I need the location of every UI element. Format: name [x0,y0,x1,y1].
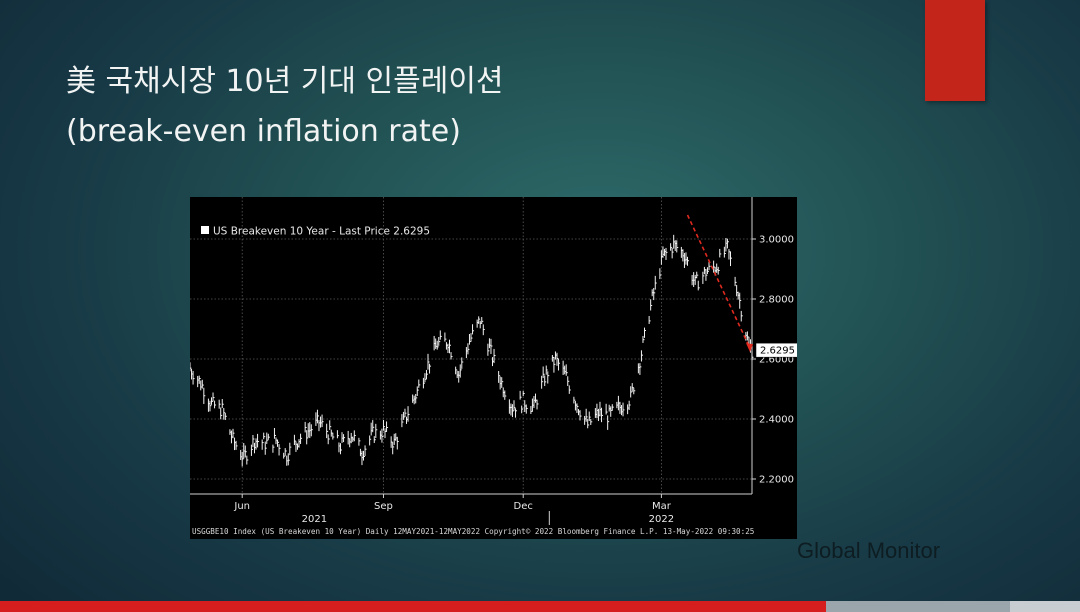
y-tick-label: 2.6000 [759,355,794,366]
x-tick-label: Sep [374,501,393,512]
last-price-label: 2.6295 [760,346,795,357]
chart-footer: USGGBE10 Index (US Breakeven 10 Year) Da… [192,527,754,536]
slide-subtitle: (break-even inflation rate) [66,114,461,149]
year-label: 2022 [649,514,674,525]
legend-label: US Breakeven 10 Year - Last Price 2.6295 [213,226,430,238]
chart-plot [190,214,754,467]
last-price-box [755,342,797,358]
x-tick-label: Mar [652,501,672,512]
video-progress-bar[interactable] [0,601,1080,612]
chart-svg: 2.2000 2.4000 2.6000 2.8000 3.0000 Jun Sep Dec M… [190,197,797,536]
trend-arrow-head [746,343,753,353]
chart-axes: 2.2000 2.4000 2.6000 2.8000 3.0000 Jun Sep Dec M… [190,197,797,525]
bloomberg-chart: 2.2000 2.4000 2.6000 2.8000 3.0000 Jun Sep Dec M… [190,197,797,539]
slide-title: 美 국채시장 10년 기대 인플레이션 [66,64,504,99]
y-tick-label: 2.4000 [759,415,794,426]
progress-fill [0,601,827,612]
trend-arrow-line [686,214,751,349]
legend-swatch [201,226,209,234]
y-tick-label: 2.2000 [759,475,794,486]
progress-end [1010,601,1080,612]
x-tick-label: Jun [233,501,250,512]
year-label: 2021 [302,514,327,525]
y-tick-label: 2.8000 [759,295,794,306]
x-tick-label: Dec [514,501,533,512]
brand-watermark: Global Monitor [797,538,941,563]
accent-block [925,0,985,101]
chart-legend: US Breakeven 10 Year - Last Price 2.6295 [201,226,430,238]
y-tick-label: 3.0000 [759,235,794,246]
chart-grid [190,197,752,494]
